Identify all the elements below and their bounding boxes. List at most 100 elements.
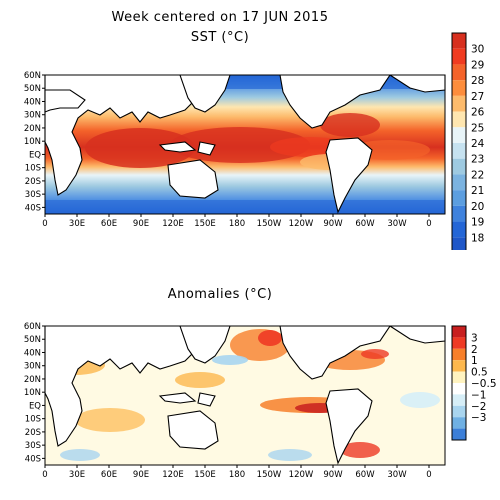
colorbar-swatch [452, 428, 466, 440]
lat-tick-label: 30S [25, 190, 41, 200]
colorbar-swatch [452, 127, 466, 143]
lat-tick-label: 60N [24, 71, 41, 81]
sst-lon-axis: 0 30E 60E 90E 120E 150E 180 150W 120W 90W 60W 30W 0 [42, 214, 432, 229]
colorbar-swatch [452, 237, 466, 250]
colorbar-label: 0.5 [471, 367, 488, 379]
colorbar-swatch [452, 337, 466, 349]
anomaly-title: Anomalies (°C) [167, 287, 273, 302]
lon-tick-label: 60E [101, 219, 117, 229]
sst-lat-axis: 60N 50N 40N 30N 20N 10N EQ 10S 20S 30S 40S [24, 71, 45, 213]
colorbar-label: 24 [471, 138, 485, 150]
colorbar-label: −1 [471, 389, 486, 401]
lon-tick-label: 0 [42, 470, 47, 480]
lon-tick-label: 150W [257, 470, 282, 480]
colorbar-swatch [452, 64, 466, 81]
lon-tick-label: 120W [289, 470, 314, 480]
anomaly-lat-axis: 60N 50N 40N 30N 20N 10N EQ 10S 20S 30S 40S [24, 322, 45, 464]
anomaly-lon-axis: 0 30E 60E 90E 120E 150E 180 150W 120W 90W 60W 30W 0 [42, 465, 432, 480]
lon-tick-label: 60W [355, 219, 375, 229]
lon-tick-label: 150E [194, 470, 216, 480]
colorbar-label: 23 [471, 154, 484, 166]
colorbar-swatch [452, 417, 466, 429]
main-title: Week centered on 17 JUN 2015 [111, 10, 329, 25]
lat-tick-label: 10S [25, 164, 41, 174]
lon-tick-label: 30W [387, 470, 407, 480]
lat-tick-label: 40S [25, 454, 41, 464]
lon-tick-label: 30E [69, 470, 85, 480]
anomaly-land [44, 325, 446, 465]
colorbar-swatch [452, 158, 466, 175]
lon-tick-label: 30E [69, 219, 85, 229]
colorbar-label: 19 [471, 217, 484, 229]
colorbar-label: −3 [471, 412, 486, 424]
colorbar-label: 30 [471, 44, 484, 56]
colorbar-label: 20 [471, 201, 484, 213]
lat-tick-label: EQ [29, 150, 41, 160]
lon-tick-label: 90W [323, 470, 343, 480]
colorbar-label: −2 [471, 401, 486, 413]
anomaly-panel: 60N 50N 40N 30N 20N 10N EQ 10S 20S 30S 40S 0 30E 60E… [24, 322, 497, 480]
colorbar-swatch [452, 95, 466, 112]
sst-frame [44, 74, 446, 215]
sst-colorbar: 30 29 28 27 26 25 24 23 22 21 20 19 18 [451, 32, 485, 250]
colorbar-label: 21 [471, 185, 484, 197]
colorbar-label: 25 [471, 122, 484, 134]
lat-tick-label: 20N [24, 124, 41, 134]
sst-title: SST (°C) [190, 30, 250, 45]
lon-tick-label: 90E [133, 219, 149, 229]
colorbar-label: 27 [471, 91, 484, 103]
colorbar-swatch [452, 80, 466, 96]
lon-tick-label: 120W [289, 219, 314, 229]
colorbar-frame [451, 325, 467, 441]
lon-tick-label: 120E [162, 219, 184, 229]
lon-tick-label: 30W [387, 219, 407, 229]
colorbar-label: 2 [471, 344, 478, 356]
lat-tick-label: 30N [24, 111, 41, 121]
lon-tick-label: 180 [229, 219, 245, 229]
colorbar-label: 3 [471, 332, 478, 344]
lon-tick-label: 0 [426, 470, 431, 480]
colorbar-swatch [452, 221, 466, 238]
colorbar-label: 1 [471, 355, 478, 367]
colorbar-swatch [452, 111, 466, 128]
colorbar-swatch [452, 174, 466, 191]
lat-tick-label: 10N [24, 137, 41, 147]
lat-tick-label: 10N [24, 388, 41, 398]
sst-land [44, 74, 446, 214]
lon-tick-label: 90E [133, 470, 149, 480]
colorbar-swatch [452, 33, 466, 49]
lat-tick-label: 40N [24, 348, 41, 358]
colorbar-label: 26 [471, 107, 485, 119]
lat-tick-label: 30S [25, 441, 41, 451]
colorbar-swatch [452, 394, 466, 406]
lon-tick-label: 180 [229, 470, 245, 480]
lat-tick-label: 20S [25, 177, 41, 187]
lon-tick-label: 0 [42, 219, 47, 229]
sst-panel: 60N 50N 40N 30N 20N 10N EQ 10S 20S 30S 40S 0 30E 60E… [24, 32, 485, 250]
lat-tick-label: 40N [24, 97, 41, 107]
colorbar-swatch [452, 326, 466, 338]
colorbar-swatch [452, 190, 466, 206]
lat-tick-label: 20N [24, 375, 41, 385]
colorbar-swatch [452, 371, 466, 383]
lat-tick-label: 20S [25, 428, 41, 438]
colorbar-label: 29 [471, 59, 484, 71]
lon-tick-label: 60W [355, 470, 375, 480]
colorbar-swatch [452, 360, 466, 372]
colorbar-swatch [452, 143, 466, 159]
colorbar-label: 28 [471, 75, 484, 87]
lon-tick-label: 0 [426, 219, 431, 229]
colorbar-label: 22 [471, 169, 484, 181]
lat-tick-label: EQ [29, 401, 41, 411]
lat-tick-label: 40S [25, 203, 41, 213]
lat-tick-label: 30N [24, 362, 41, 372]
colorbar-label: −0.5 [471, 378, 497, 390]
colorbar-swatch [452, 383, 466, 395]
colorbar-swatch [452, 205, 466, 222]
colorbar-swatch [452, 348, 466, 361]
colorbar-label: 18 [471, 232, 484, 244]
lon-tick-label: 120E [162, 470, 184, 480]
lat-tick-label: 50N [24, 335, 41, 345]
lon-tick-label: 60E [101, 470, 117, 480]
